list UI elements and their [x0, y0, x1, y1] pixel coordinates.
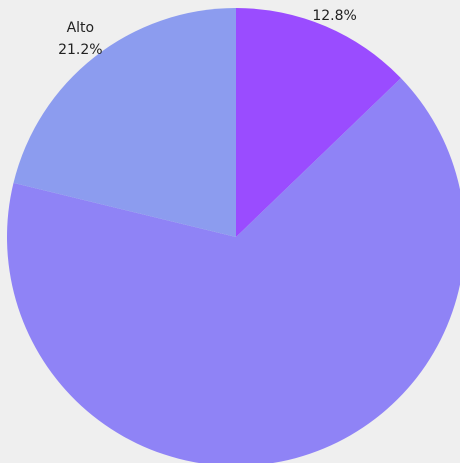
slice-value-label: 12.8%: [312, 8, 356, 24]
pie-slice: [7, 78, 460, 463]
slice-label: Alto: [67, 20, 95, 36]
slice-value-label: 21.2%: [58, 42, 102, 58]
pie-slice: [236, 8, 401, 237]
pie-slice: [13, 8, 236, 237]
